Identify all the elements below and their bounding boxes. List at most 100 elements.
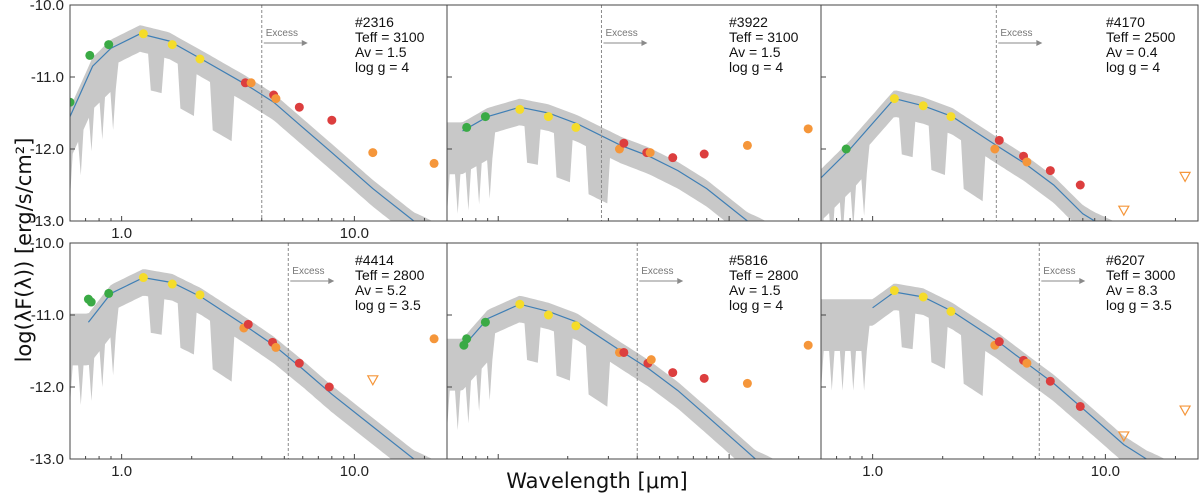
excess-arrow-head: [1036, 40, 1043, 46]
photometry-point-green: [480, 112, 490, 122]
photometry-point-red: [1045, 166, 1055, 176]
y-tick-label: -10.0: [30, 235, 64, 252]
photometry-point-green: [480, 317, 490, 327]
photometry-point-orange: [429, 334, 439, 344]
photometry-point-red: [699, 149, 709, 159]
model-spectrum: [447, 98, 766, 221]
panel-body: Excess: [447, 243, 813, 459]
annotation-av: Av = 8.3: [1106, 282, 1158, 298]
annotation-logg: log g = 4: [1106, 59, 1160, 75]
annotation-logg: log g = 4: [355, 59, 409, 75]
photometry-point-red: [294, 358, 304, 368]
model-spectrum: [447, 295, 774, 459]
excess-arrow-head: [301, 40, 308, 46]
photometry-point-orange: [646, 355, 656, 365]
photometry-point-yellow: [138, 273, 148, 283]
annotation-av: Av = 0.4: [1106, 44, 1158, 60]
photometry-point-red: [619, 138, 629, 148]
y-tick-label: -11.0: [31, 69, 64, 86]
panel-1: Excess 1.0 10.0 -10.0 -11.0 -12.0 -13.0 #2316Te…: [30, 0, 448, 242]
y-tick-label: -13.0: [30, 451, 64, 468]
excess-label: Excess: [266, 28, 298, 39]
excess-label: Excess: [1000, 28, 1032, 39]
panel-body: Excess: [447, 5, 813, 221]
best-fit-line: [821, 97, 1096, 221]
photometry-point-orange: [645, 148, 655, 158]
y-tick-label: -12.0: [30, 379, 64, 396]
photometry-point-orange: [368, 148, 378, 158]
panel-body: Excess: [70, 5, 439, 221]
photometry-point-green: [462, 122, 472, 132]
upper-limit-point: [1117, 205, 1130, 217]
photometry-point-yellow: [167, 279, 177, 289]
photometry-point-green: [104, 40, 114, 50]
photometry-point-yellow: [571, 122, 581, 132]
photometry-point-green: [85, 50, 95, 60]
annotation-av: Av = 5.2: [355, 282, 407, 298]
photometry-point-yellow: [515, 104, 525, 114]
photometry-point-green: [462, 334, 472, 344]
photometry-point-red: [668, 368, 678, 378]
photometry-point-yellow: [889, 94, 899, 104]
photometry-point-yellow: [946, 306, 956, 316]
photometry-point-red: [294, 102, 304, 112]
photometry-point-red: [668, 153, 678, 163]
annotation-av: Av = 1.5: [729, 282, 781, 298]
y-tick-label: -11.0: [31, 307, 64, 324]
photometry-point-yellow: [167, 40, 177, 50]
panel-4: Excess 1.0 10.0 -10.0 -11.0 -12.0 -13.0 #4414Te…: [30, 235, 448, 480]
photometry-point-green: [104, 288, 114, 298]
annotation-title: #2316: [355, 14, 394, 30]
photometry-point-orange: [1022, 157, 1032, 167]
photometry-point-orange: [271, 94, 281, 104]
photometry-point-red: [994, 337, 1004, 347]
y-axis-title: log(λF(λ)) [erg/s/cm²]: [12, 138, 36, 363]
annotation-teff: Teff = 3100: [355, 29, 425, 45]
model-spectrum: [821, 283, 1165, 459]
annotation-title: #5816: [729, 252, 768, 268]
photometry-point-yellow: [543, 310, 553, 320]
panel-frame: [820, 4, 1199, 222]
photometry-point-yellow: [138, 29, 148, 39]
panel-body: Excess: [70, 243, 439, 459]
photometry-point-red: [1075, 401, 1085, 411]
photometry-point-red: [1045, 376, 1055, 386]
annotation-logg: log g = 4: [729, 297, 783, 313]
photometry-point-red: [994, 135, 1004, 145]
annotation-av: Av = 1.5: [355, 44, 407, 60]
photometry-point-yellow: [889, 286, 899, 296]
panel-body: Excess: [821, 243, 1192, 459]
photometry-point-red: [327, 115, 337, 125]
annotation-teff: Teff = 2500: [1106, 29, 1176, 45]
x-tick-label: 1.0: [111, 225, 132, 242]
model-spectrum: [821, 90, 1114, 221]
annotation-av: Av = 1.5: [729, 44, 781, 60]
photometry-point-yellow: [195, 290, 205, 300]
photometry-point-green: [70, 97, 75, 107]
annotation-logg: log g = 3.5: [355, 297, 421, 313]
annotation-teff: Teff = 2800: [729, 267, 799, 283]
upper-limit-point: [366, 375, 379, 387]
excess-arrow-head: [677, 278, 684, 284]
annotation-logg: log g = 3.5: [1106, 297, 1172, 313]
excess-label: Excess: [292, 266, 324, 277]
photometry-point-yellow: [571, 321, 581, 331]
panel-frame: [820, 242, 1199, 460]
best-fit-line: [70, 33, 415, 221]
photometry-point-orange: [803, 340, 813, 350]
upper-limit-point: [1179, 405, 1192, 417]
x-tick-label: 1.0: [862, 463, 883, 480]
photometry-point-red: [324, 382, 334, 392]
photometry-point-orange: [742, 140, 752, 150]
excess-arrow-head: [641, 40, 648, 46]
photometry-point-orange: [429, 158, 439, 168]
photometry-point-orange: [742, 378, 752, 388]
upper-limit-point: [1117, 431, 1130, 443]
photometry-point-yellow: [515, 299, 525, 309]
best-fit-line: [462, 106, 748, 221]
